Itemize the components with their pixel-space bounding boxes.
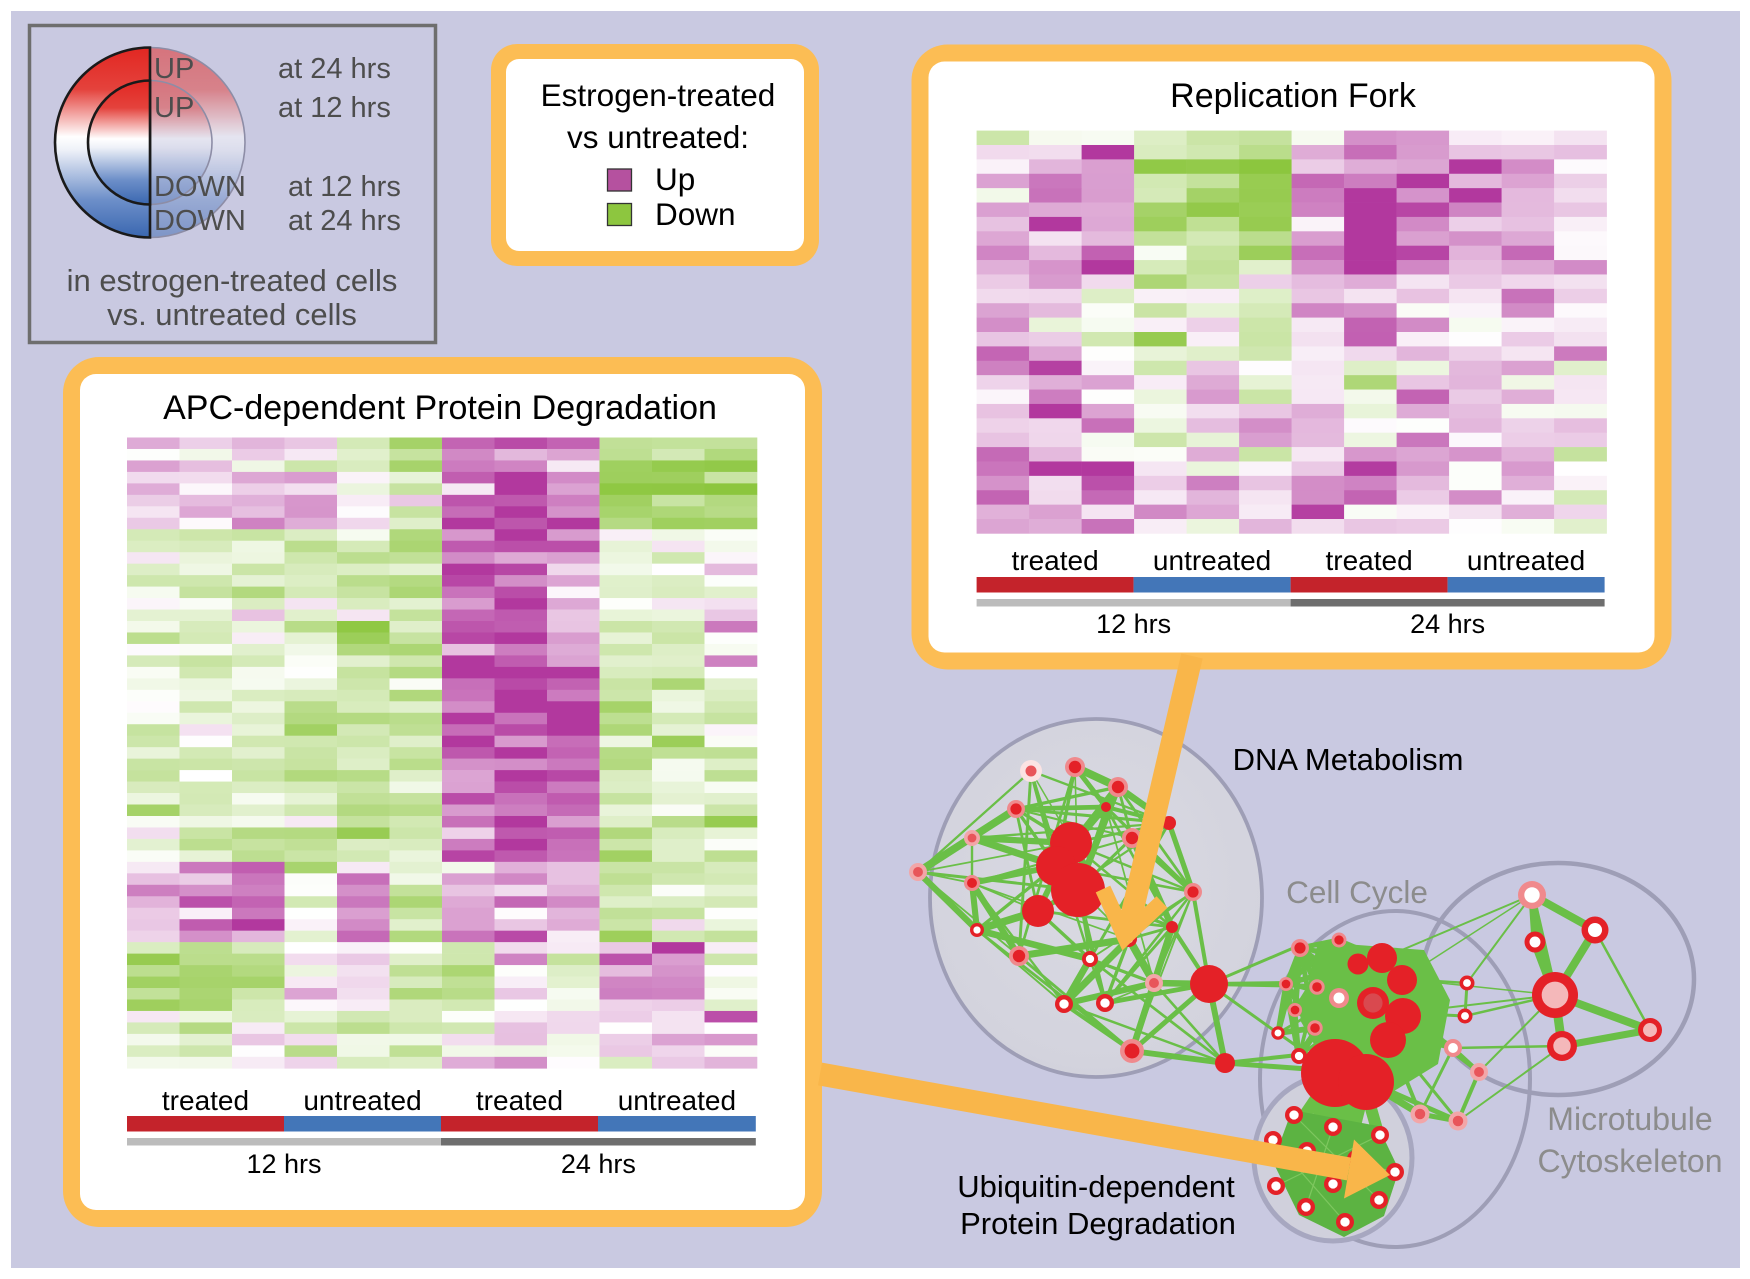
svg-text:12 hrs: 12 hrs: [1096, 609, 1171, 639]
svg-text:at 12 hrs: at 12 hrs: [278, 92, 391, 124]
svg-text:24 hrs: 24 hrs: [1410, 609, 1485, 639]
svg-text:Microtubule: Microtubule: [1547, 1101, 1712, 1137]
svg-text:vs untreated:: vs untreated:: [567, 119, 749, 155]
svg-text:DNA Metabolism: DNA Metabolism: [1233, 742, 1464, 777]
svg-text:Estrogen-treated: Estrogen-treated: [541, 77, 776, 113]
svg-text:Replication Fork: Replication Fork: [1170, 77, 1417, 115]
svg-text:DOWN: DOWN: [154, 171, 246, 203]
svg-text:untreated: untreated: [1467, 545, 1585, 576]
svg-text:untreated: untreated: [1153, 545, 1271, 576]
svg-text:DOWN: DOWN: [154, 205, 246, 237]
svg-text:in estrogen-treated cells: in estrogen-treated cells: [67, 263, 398, 298]
svg-text:treated: treated: [1012, 545, 1099, 576]
svg-text:UP: UP: [154, 92, 194, 124]
svg-text:UP: UP: [154, 53, 194, 85]
svg-text:12 hrs: 12 hrs: [246, 1149, 321, 1179]
svg-text:vs. untreated cells: vs. untreated cells: [107, 297, 357, 332]
svg-text:treated: treated: [476, 1085, 563, 1116]
svg-text:untreated: untreated: [303, 1085, 421, 1116]
svg-text:treated: treated: [162, 1085, 249, 1116]
svg-text:Ubiquitin-dependent: Ubiquitin-dependent: [957, 1169, 1235, 1204]
svg-text:at 24 hrs: at 24 hrs: [278, 53, 391, 85]
svg-text:untreated: untreated: [618, 1085, 736, 1116]
svg-text:Up: Up: [655, 161, 695, 197]
svg-text:Down: Down: [655, 196, 736, 232]
svg-text:Cytoskeleton: Cytoskeleton: [1538, 1143, 1723, 1179]
svg-text:Cell Cycle: Cell Cycle: [1286, 874, 1428, 910]
svg-text:at 12 hrs: at 12 hrs: [288, 171, 401, 203]
svg-text:Protein Degradation: Protein Degradation: [960, 1206, 1236, 1241]
svg-text:APC-dependent Protein Degradat: APC-dependent Protein Degradation: [163, 389, 717, 427]
svg-text:at 24 hrs: at 24 hrs: [288, 205, 401, 237]
svg-text:24 hrs: 24 hrs: [561, 1149, 636, 1179]
svg-text:treated: treated: [1326, 545, 1413, 576]
